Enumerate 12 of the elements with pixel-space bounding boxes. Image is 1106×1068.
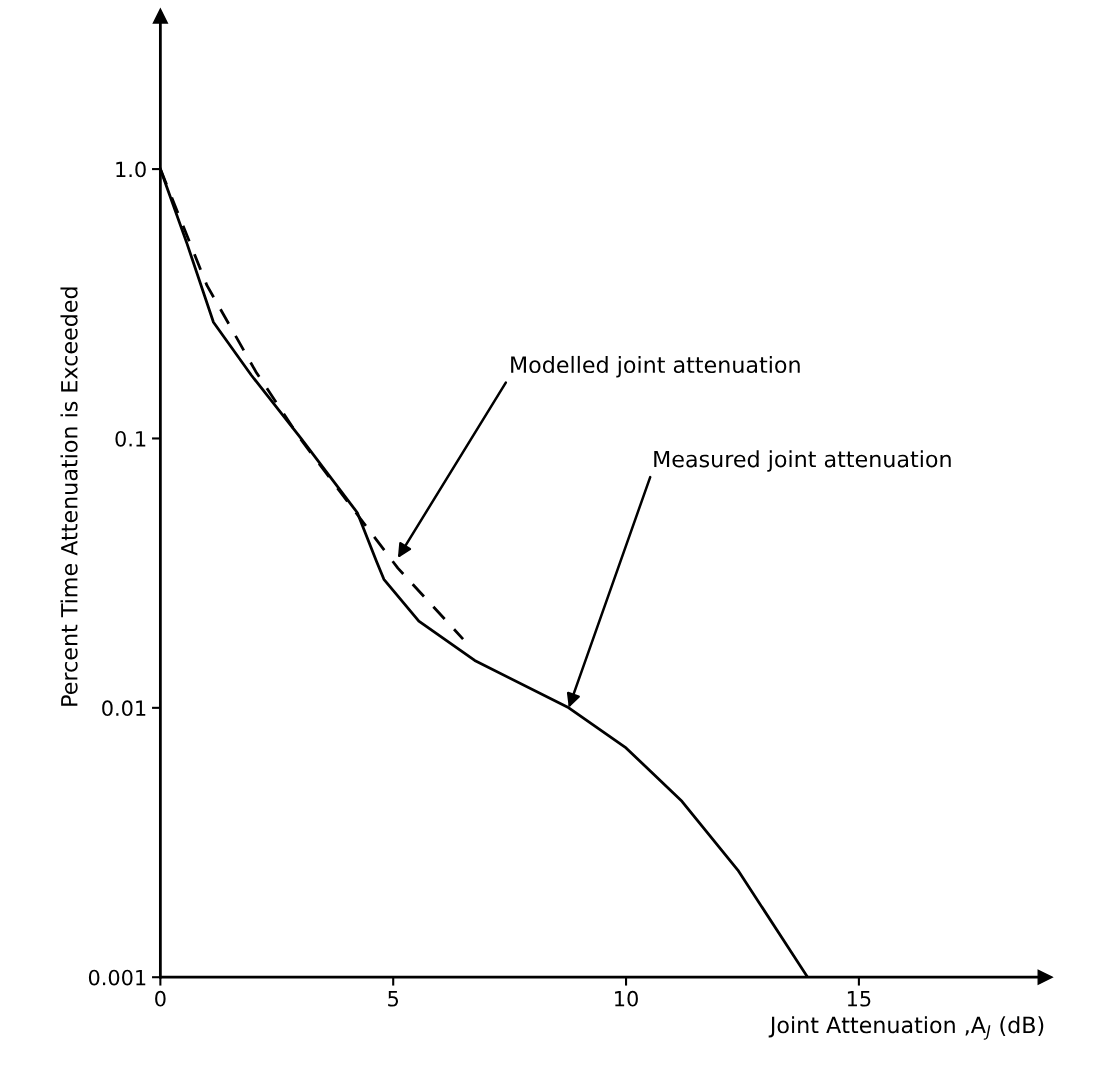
y-tick-label: 0.001 [88,969,146,986]
x-tick-label: 5 [388,991,399,1007]
y-tick-label: 0.01 [102,700,146,717]
y-axis-title: Percent Time Attenuation is Exceeded [60,287,78,706]
y-tick-label: 0.1 [115,430,146,447]
y-tick-label: 1.0 [116,161,146,178]
x-tick-label: 15 [847,991,871,1007]
x-tick-label: 0 [155,990,166,1007]
annotation: Measured joint attenuation [654,450,951,472]
x-tick-label: 10 [615,990,638,1007]
annotation: Modelled joint attenuation [511,355,800,378]
x-axis-title: Joint Attenuation ,A$_{J}$ (dB) [768,1016,1044,1040]
